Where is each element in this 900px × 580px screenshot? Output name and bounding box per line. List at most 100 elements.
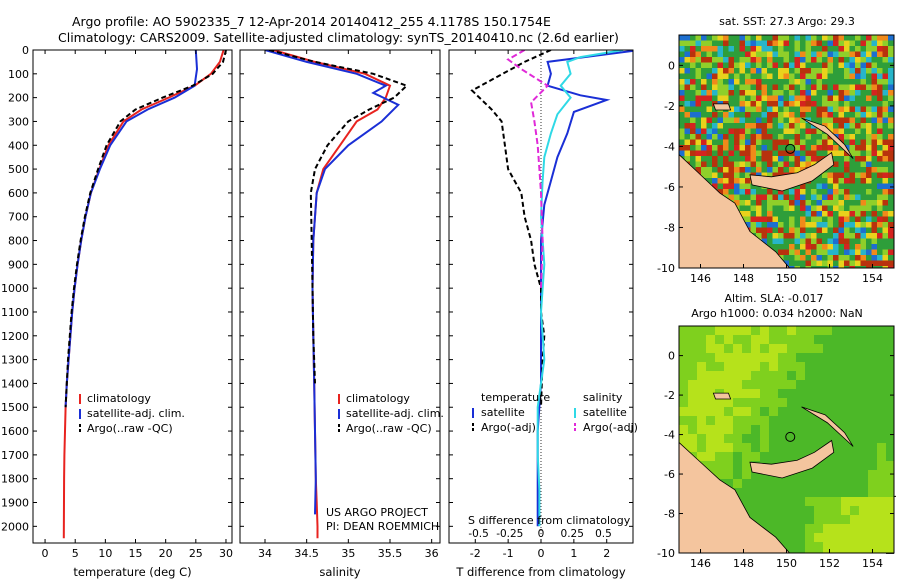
sla_map-cell bbox=[877, 515, 887, 525]
sst_map-cell bbox=[794, 101, 801, 107]
sst_map-cell bbox=[827, 200, 834, 206]
sst_map-cell bbox=[706, 178, 713, 184]
sst_map-cell bbox=[871, 167, 878, 173]
sla_map-cell bbox=[733, 434, 743, 444]
sst_map-cell bbox=[849, 101, 856, 107]
sst_map-cell bbox=[871, 68, 878, 74]
sst_map-cell bbox=[712, 172, 718, 179]
sla_map-cell bbox=[868, 434, 878, 444]
sst_map-cell bbox=[877, 128, 883, 135]
sst_map-cell bbox=[750, 62, 757, 69]
sla_map-cell bbox=[814, 380, 824, 390]
sst_map-cell bbox=[783, 84, 790, 91]
difference-legend-title: salinity bbox=[583, 391, 623, 404]
sst_map-cell bbox=[882, 167, 889, 173]
sst_map-cell bbox=[701, 106, 707, 113]
sst_map-cell bbox=[734, 57, 740, 63]
sst_map-cell bbox=[778, 167, 784, 173]
sst_map-cell bbox=[882, 46, 889, 52]
sst_map-cell bbox=[794, 194, 801, 201]
sla_map-cell bbox=[850, 443, 860, 453]
sst_map-cell bbox=[877, 40, 883, 47]
sla_map-cell bbox=[733, 398, 743, 408]
sst_map-cell bbox=[844, 128, 850, 135]
sst_map-cell bbox=[695, 90, 702, 96]
sst_map-cell bbox=[822, 112, 828, 118]
sla_map-cell bbox=[850, 353, 860, 363]
sla_map-cell bbox=[751, 452, 761, 462]
sst_map-cell bbox=[844, 222, 850, 228]
sla_map-cell bbox=[859, 488, 869, 498]
sst_map-cell bbox=[750, 73, 757, 80]
salinity-legend-label: climatology bbox=[346, 392, 410, 405]
sst_map-cell bbox=[871, 233, 878, 239]
sst_map-cell bbox=[717, 51, 724, 58]
sst_map-cell bbox=[838, 79, 845, 85]
sst_map-cell bbox=[712, 161, 718, 168]
sst_map-cell bbox=[827, 68, 834, 74]
sst_map-cell bbox=[811, 95, 817, 102]
sst_map-cell bbox=[783, 227, 790, 234]
sla_map-cell bbox=[706, 389, 716, 399]
difference-xtick-label: 1 bbox=[570, 547, 577, 560]
sla_map-cell bbox=[832, 362, 842, 372]
sst_map-cell bbox=[728, 73, 735, 80]
sla_map-cell bbox=[850, 407, 860, 417]
sst_map-cell bbox=[822, 200, 828, 206]
sla_map-cell bbox=[715, 443, 725, 453]
sst_map-cell bbox=[877, 194, 883, 201]
sst_map-cell bbox=[756, 62, 762, 69]
sst_map-cell bbox=[778, 216, 784, 223]
sst_map-cell bbox=[701, 51, 707, 58]
sst_map-cell bbox=[800, 106, 806, 113]
sst_map-cell bbox=[695, 134, 702, 140]
sst_map-cell bbox=[701, 156, 707, 162]
sst_map-cell bbox=[838, 123, 845, 129]
difference-line-1 bbox=[470, 50, 552, 408]
sst_map-cell bbox=[767, 128, 773, 135]
sst_map-cell bbox=[882, 68, 889, 74]
sla_map-cell bbox=[796, 371, 806, 381]
sla_map-cell bbox=[814, 542, 824, 552]
sst_map-cell bbox=[684, 46, 691, 52]
sst_map-cell bbox=[789, 233, 795, 239]
difference-xtick-label: 2 bbox=[603, 547, 610, 560]
sst_map-cell bbox=[778, 51, 784, 58]
sst_map-cell bbox=[794, 222, 801, 228]
sst_map-cell bbox=[860, 123, 867, 129]
sst_map-cell bbox=[701, 139, 707, 146]
sla_map-cell bbox=[868, 389, 878, 399]
sla_map-cell bbox=[769, 398, 779, 408]
sst_map-cell bbox=[855, 255, 861, 261]
sst_map-cell bbox=[833, 40, 839, 47]
sst_map-cell bbox=[712, 35, 718, 41]
sla_map-cell bbox=[850, 389, 860, 399]
sst_map-cell bbox=[833, 106, 839, 113]
sst_map-cell bbox=[690, 150, 696, 157]
sst_map-cell bbox=[794, 134, 801, 140]
sla_map-cell bbox=[823, 380, 833, 390]
sla_map-cell bbox=[688, 425, 698, 435]
sst_map-cell bbox=[783, 161, 790, 168]
sst_map-cell bbox=[833, 145, 839, 151]
sst_map-cell bbox=[783, 112, 790, 118]
sst_map-cell bbox=[690, 95, 696, 102]
sst_map-ytick-label: -2 bbox=[664, 100, 675, 113]
sst_map-cell bbox=[745, 51, 751, 58]
sla_map-cell bbox=[859, 506, 869, 516]
sst_map-xtick-label: 146 bbox=[690, 272, 711, 285]
sst_map-cell bbox=[800, 57, 806, 63]
difference-top-tick-label: 0.25 bbox=[561, 528, 584, 540]
sst_map-cell bbox=[772, 134, 779, 140]
sst_map-cell bbox=[871, 156, 878, 162]
sst_map-cell bbox=[750, 95, 757, 102]
sst_map-cell bbox=[789, 222, 795, 228]
sst_map-cell bbox=[838, 172, 845, 179]
sst_map-cell bbox=[717, 172, 724, 179]
sst_map-cell bbox=[849, 128, 856, 135]
sst_map-cell bbox=[706, 134, 713, 140]
salinity-line-0 bbox=[273, 50, 392, 539]
sst_map-cell bbox=[756, 156, 762, 162]
sla_map-cell bbox=[787, 371, 797, 381]
sst_map-cell bbox=[794, 79, 801, 85]
